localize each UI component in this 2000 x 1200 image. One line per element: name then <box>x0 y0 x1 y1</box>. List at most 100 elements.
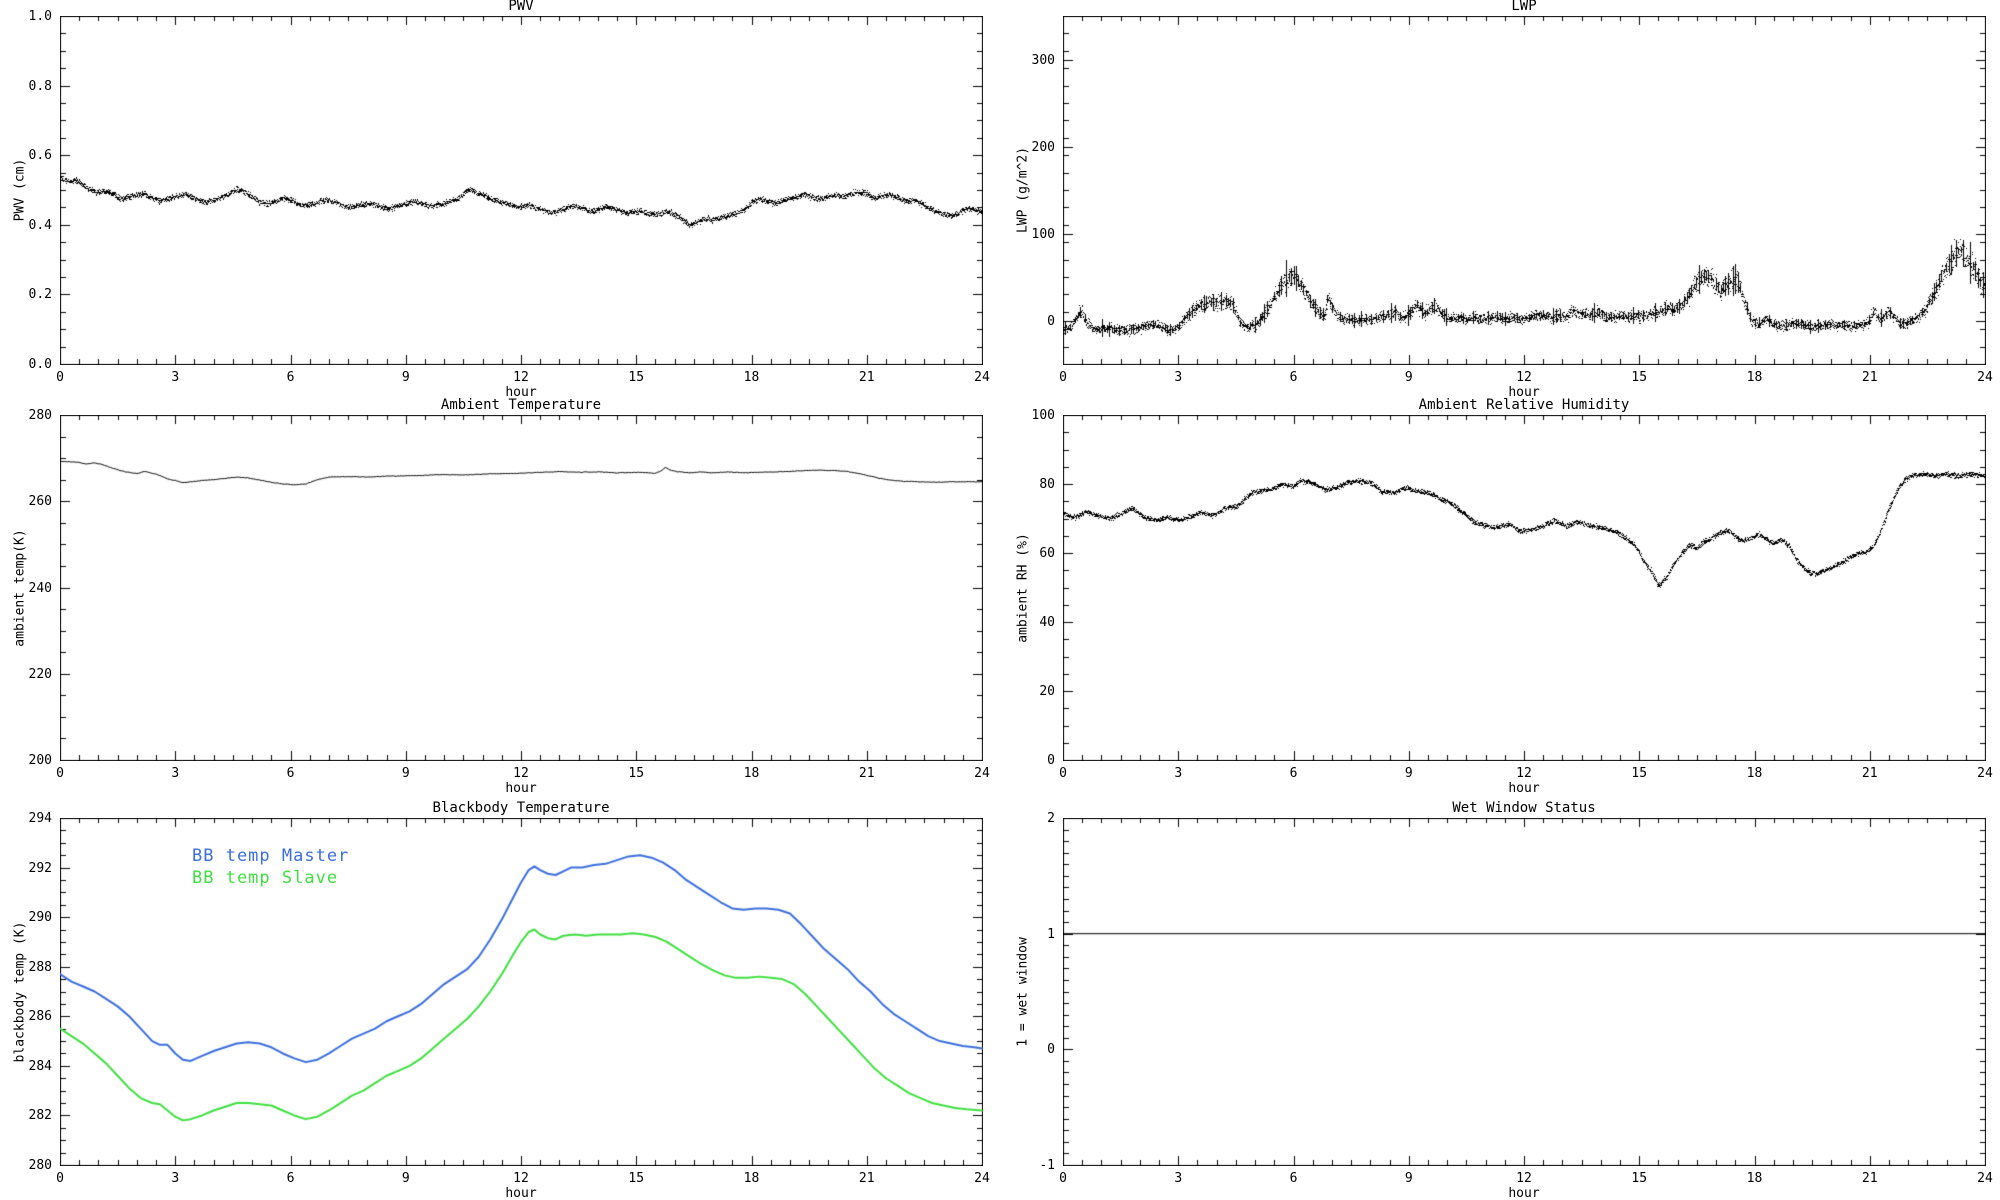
x-tick-label: 6 <box>286 370 295 385</box>
x-tick-label: 3 <box>1174 370 1183 385</box>
x-tick-label: 6 <box>1289 766 1298 781</box>
y-tick-label: 0.6 <box>28 148 52 164</box>
x-axis-label: hour <box>1508 385 1540 400</box>
y-tick-label: 0.8 <box>28 78 52 94</box>
x-tick-label: 3 <box>171 766 180 781</box>
x-tick-label: 12 <box>513 766 529 781</box>
x-tick-label: 6 <box>286 1171 295 1186</box>
x-tick-label: 9 <box>1404 1171 1413 1186</box>
x-axis-label: hour <box>505 781 537 796</box>
y-tick-label: 0.4 <box>28 217 52 233</box>
x-tick-label: 6 <box>1289 370 1298 385</box>
x-tick-label: 12 <box>1516 1171 1532 1186</box>
x-tick-label: 6 <box>1289 1171 1298 1186</box>
plot-title: Ambient Relative Humidity <box>1418 397 1630 413</box>
y-tick-label: 100 <box>1031 408 1055 423</box>
x-tick-label: 15 <box>1631 370 1648 385</box>
x-axis-label: hour <box>1508 1186 1540 1200</box>
x-tick-label: 18 <box>1746 766 1763 781</box>
y-tick-label: 100 <box>1031 226 1055 242</box>
x-tick-label: 21 <box>1861 370 1878 385</box>
x-tick-label: 0 <box>1059 370 1067 385</box>
y-tick-label: 0.0 <box>28 357 52 372</box>
y-tick-label: -1 <box>1039 1158 1055 1173</box>
plot-title: Ambient Temperature <box>440 397 602 413</box>
x-tick-label: 9 <box>401 370 410 385</box>
y-tick-label: 80 <box>1039 477 1055 492</box>
y-tick-label: 60 <box>1039 546 1055 561</box>
x-tick-label: 12 <box>513 1171 529 1186</box>
y-tick-label: 284 <box>28 1058 52 1074</box>
plot-canvas <box>60 818 983 1166</box>
y-tick-label: 0 <box>1047 753 1055 768</box>
plot-title: Blackbody Temperature <box>432 800 610 816</box>
y-tick-label: 282 <box>28 1108 52 1124</box>
x-tick-label: 24 <box>1977 1171 1993 1186</box>
y-tick-label: 280 <box>28 1158 52 1173</box>
x-tick-label: 12 <box>1516 766 1532 781</box>
x-tick-label: 24 <box>974 766 990 781</box>
x-tick-label: 9 <box>1404 766 1413 781</box>
x-tick-label: 3 <box>171 370 180 385</box>
x-tick-label: 3 <box>1174 766 1183 781</box>
y-tick-label: 20 <box>1039 684 1055 699</box>
y-tick-label: 2 <box>1047 811 1055 826</box>
x-tick-label: 18 <box>1746 1171 1763 1186</box>
x-tick-label: 21 <box>1861 766 1878 781</box>
y-tick-label: 240 <box>28 580 52 596</box>
x-tick-label: 18 <box>743 766 760 781</box>
x-tick-label: 21 <box>1861 1171 1878 1186</box>
x-tick-label: 0 <box>1059 1171 1067 1186</box>
plot-canvas <box>60 16 983 365</box>
plot-canvas <box>1063 16 1986 365</box>
plot-title: PWV <box>508 0 534 14</box>
y-tick-label: 0 <box>1047 1042 1055 1058</box>
y-tick-label: 200 <box>28 753 52 768</box>
x-tick-label: 9 <box>401 766 410 781</box>
plot-title: Wet Window Status <box>1452 800 1596 816</box>
y-tick-label: 288 <box>28 959 52 975</box>
x-axis-label: hour <box>505 385 537 400</box>
plot-canvas <box>60 415 983 761</box>
x-tick-label: 9 <box>401 1171 410 1186</box>
x-tick-label: 3 <box>1174 1171 1183 1186</box>
x-tick-label: 18 <box>743 1171 760 1186</box>
x-tick-label: 15 <box>628 766 645 781</box>
x-tick-label: 0 <box>1059 766 1067 781</box>
y-tick-label: 0 <box>1047 313 1055 329</box>
y-tick-label: 292 <box>28 860 52 876</box>
x-tick-label: 12 <box>513 370 529 385</box>
y-tick-label: 290 <box>28 910 52 926</box>
x-tick-label: 15 <box>1631 766 1648 781</box>
plot-title: LWP <box>1511 0 1537 14</box>
y-tick-label: 200 <box>1031 139 1055 155</box>
plot-canvas <box>1063 818 1986 1166</box>
x-tick-label: 15 <box>628 1171 645 1186</box>
x-tick-label: 24 <box>974 370 990 385</box>
y-tick-label: 280 <box>28 408 52 423</box>
x-tick-label: 24 <box>974 1171 990 1186</box>
x-tick-label: 21 <box>858 370 875 385</box>
plot-canvas <box>1063 415 1986 761</box>
x-tick-label: 0 <box>56 766 64 781</box>
y-tick-label: 0.2 <box>28 287 52 303</box>
x-tick-label: 24 <box>1977 370 1993 385</box>
x-tick-label: 3 <box>171 1171 180 1186</box>
x-tick-label: 21 <box>858 1171 875 1186</box>
x-tick-label: 0 <box>56 370 64 385</box>
y-tick-label: 40 <box>1039 615 1055 630</box>
y-tick-label: 1 <box>1047 926 1055 942</box>
x-tick-label: 18 <box>1746 370 1763 385</box>
x-tick-label: 15 <box>1631 1171 1648 1186</box>
x-tick-label: 0 <box>56 1171 64 1186</box>
x-axis-label: hour <box>1508 781 1540 796</box>
y-tick-label: 220 <box>28 666 52 682</box>
y-tick-label: 286 <box>28 1009 52 1025</box>
